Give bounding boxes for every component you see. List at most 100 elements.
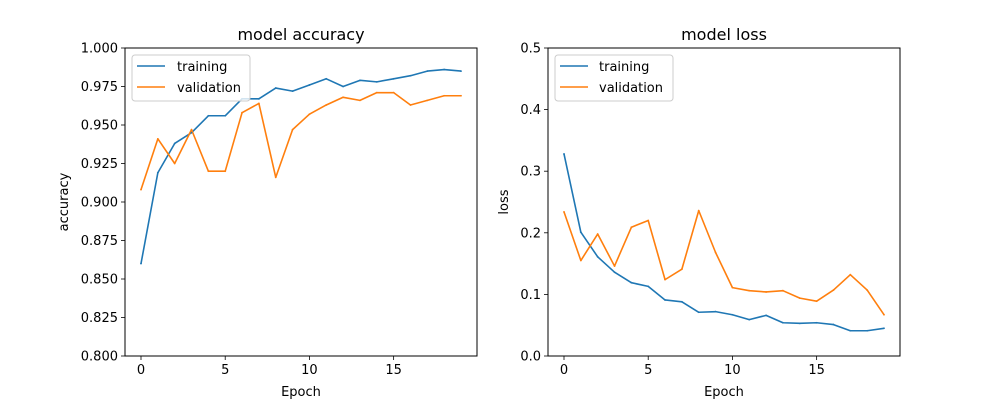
data-point-training bbox=[291, 90, 294, 93]
data-point-validation bbox=[190, 128, 193, 131]
series-line-training bbox=[563, 153, 885, 332]
y-tick-label: 0.850 bbox=[81, 273, 118, 288]
data-point-validation bbox=[647, 219, 650, 222]
data-point-validation bbox=[308, 113, 311, 116]
x-tick-label: 0 bbox=[137, 363, 145, 378]
data-point-training bbox=[392, 77, 395, 80]
legend: training validation bbox=[131, 54, 251, 102]
data-point-validation bbox=[596, 233, 599, 235]
x-tick-label: 5 bbox=[644, 363, 652, 378]
data-point-training bbox=[342, 85, 345, 88]
data-point-training bbox=[748, 318, 751, 321]
data-point-training bbox=[140, 262, 142, 265]
data-point-training bbox=[697, 311, 700, 314]
data-point-training bbox=[426, 70, 429, 72]
series-line-validation bbox=[140, 91, 461, 190]
data-point-validation bbox=[409, 104, 412, 106]
series-line-training bbox=[140, 68, 462, 264]
x-tick-label: 5 bbox=[221, 363, 229, 378]
data-point-training bbox=[579, 231, 582, 234]
data-point-training bbox=[613, 271, 616, 274]
y-tick-label: 0.925 bbox=[81, 157, 118, 172]
data-point-training bbox=[664, 299, 666, 301]
y-tick-label: 0.950 bbox=[81, 119, 118, 134]
data-point-training bbox=[257, 97, 260, 100]
data-point-validation bbox=[731, 286, 734, 289]
plot-frame bbox=[547, 47, 901, 357]
series-points bbox=[563, 153, 885, 332]
data-point-validation bbox=[613, 265, 616, 267]
y-tick-label: 0.0 bbox=[520, 350, 541, 365]
data-point-training bbox=[630, 281, 633, 284]
data-point-validation bbox=[325, 104, 328, 106]
data-point-training bbox=[832, 323, 835, 326]
x-tick-label: 15 bbox=[385, 363, 402, 378]
data-point-training bbox=[883, 327, 885, 330]
data-point-training bbox=[714, 310, 717, 313]
x-tick-label: 10 bbox=[724, 363, 741, 378]
data-point-training bbox=[680, 300, 683, 303]
data-point-training bbox=[849, 329, 852, 332]
series-line-validation bbox=[563, 209, 885, 316]
y-tick-label: 0.900 bbox=[81, 196, 118, 211]
y-axis-label: loss bbox=[497, 189, 512, 214]
data-point-validation bbox=[443, 94, 446, 97]
y-tick-label: 0.975 bbox=[81, 80, 118, 95]
data-point-training bbox=[207, 114, 210, 117]
data-point-validation bbox=[173, 162, 176, 165]
data-point-validation bbox=[291, 128, 294, 131]
data-point-training bbox=[443, 68, 446, 71]
data-point-training bbox=[156, 171, 159, 174]
data-point-validation bbox=[697, 209, 700, 212]
accuracy-chart: model accuracy Epoch accuracy 0 5 10 15 0.80… bbox=[57, 25, 478, 400]
y-tick-label: 0.2 bbox=[520, 226, 541, 241]
data-point-validation bbox=[140, 188, 142, 191]
series-lines bbox=[563, 153, 885, 332]
data-point-validation bbox=[866, 289, 869, 291]
data-point-training bbox=[798, 322, 801, 325]
data-point-validation bbox=[359, 99, 361, 102]
data-point-validation bbox=[563, 210, 565, 213]
data-point-training bbox=[409, 74, 412, 77]
data-point-validation bbox=[207, 170, 210, 173]
legend-label-training: training bbox=[599, 60, 649, 75]
data-point-training bbox=[375, 80, 378, 83]
axis-ticks: 0 5 10 15 0.800 0.825 0.850 0.875 0.900 0.925 0.95… bbox=[81, 42, 402, 379]
legend-label-validation: validation bbox=[599, 81, 663, 96]
data-point-training bbox=[815, 321, 818, 324]
data-point-training bbox=[325, 77, 328, 80]
data-point-validation bbox=[883, 313, 885, 316]
data-point-training bbox=[866, 329, 869, 332]
axis-ticks: 0 5 10 15 0.0 0.1 0.2 0.3 0.4 0.5 bbox=[520, 42, 825, 379]
data-point-training bbox=[460, 70, 462, 72]
legend-label-training: training bbox=[177, 60, 227, 75]
data-point-validation bbox=[274, 176, 277, 179]
data-point-validation bbox=[375, 91, 378, 94]
y-tick-label: 0.800 bbox=[81, 350, 118, 365]
data-point-validation bbox=[849, 273, 852, 276]
y-tick-label: 0.1 bbox=[520, 288, 541, 303]
data-point-validation bbox=[748, 289, 751, 292]
x-tick-label: 0 bbox=[560, 363, 568, 378]
data-point-validation bbox=[579, 259, 582, 262]
legend-label-validation: validation bbox=[177, 81, 241, 96]
legend: training validation bbox=[554, 54, 674, 102]
data-point-training bbox=[731, 313, 734, 316]
data-point-training bbox=[274, 87, 277, 89]
data-point-validation bbox=[798, 297, 801, 299]
data-point-training bbox=[308, 84, 311, 86]
data-point-training bbox=[190, 131, 193, 134]
chart-title: model loss bbox=[681, 25, 767, 44]
data-point-validation bbox=[630, 226, 633, 229]
data-point-validation bbox=[426, 99, 429, 102]
data-point-training bbox=[224, 114, 227, 117]
series-lines bbox=[140, 68, 462, 264]
data-point-training bbox=[647, 285, 650, 288]
data-point-training bbox=[359, 79, 361, 82]
data-point-validation bbox=[460, 94, 462, 97]
data-point-validation bbox=[815, 300, 818, 303]
data-point-validation bbox=[832, 289, 835, 291]
y-tick-label: 0.4 bbox=[520, 103, 541, 118]
y-tick-label: 0.875 bbox=[81, 234, 118, 249]
